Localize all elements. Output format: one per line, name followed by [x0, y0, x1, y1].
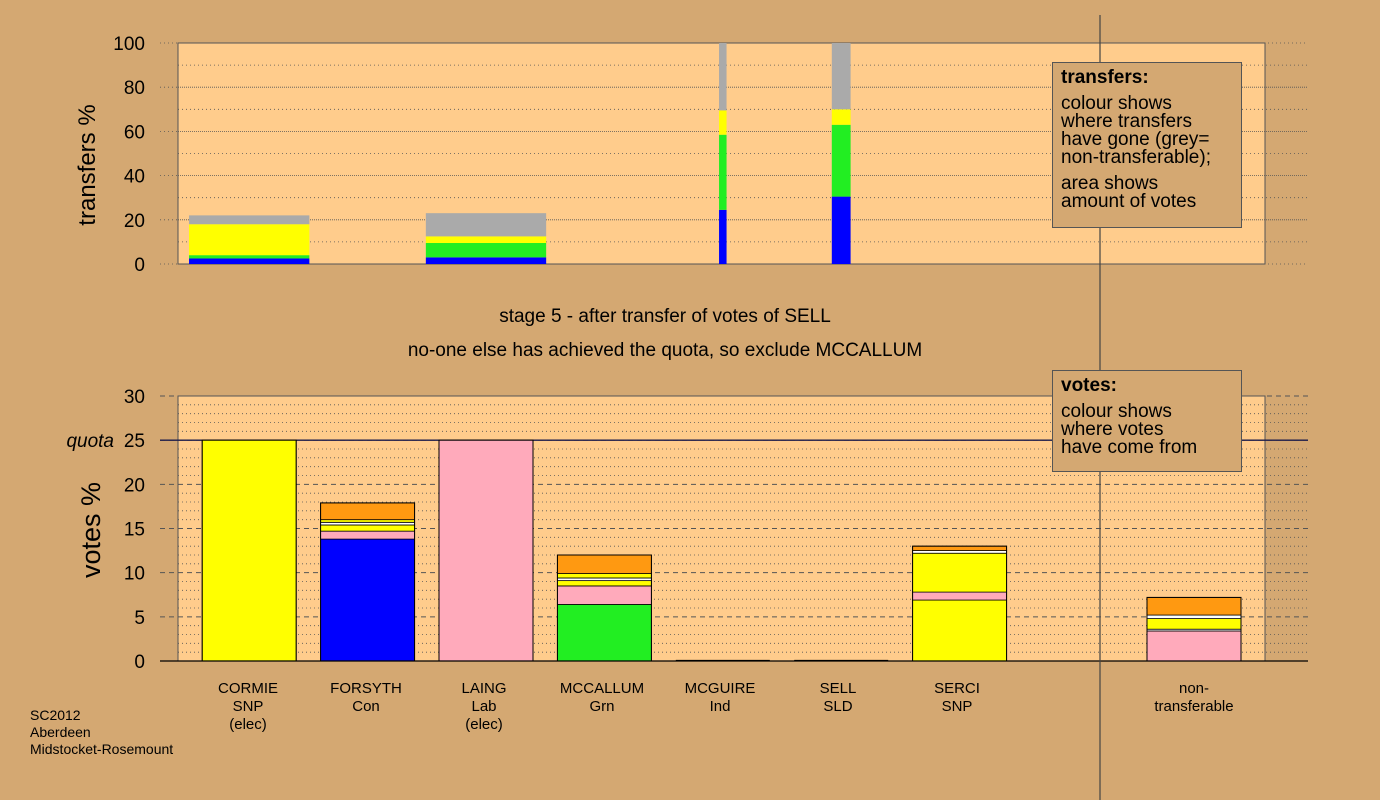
- transfers-legend-title: transfers:: [1061, 67, 1149, 88]
- transfers-axis-label: transfers %: [74, 104, 101, 225]
- candidate-party: SNP: [232, 698, 264, 715]
- candidate-label-sell: SELL SLD: [773, 680, 903, 716]
- transfers-tick-label: 0: [134, 255, 145, 276]
- quota-label: quota: [66, 431, 114, 452]
- transfers-legend-line: colour shows: [1061, 93, 1172, 114]
- transfers-bar-segment: [831, 109, 851, 125]
- votes-legend-line: colour shows: [1061, 401, 1172, 422]
- candidate-party: SLD: [823, 698, 853, 715]
- votes-bar-segment: [320, 530, 416, 540]
- votes-tick-label: 5: [134, 608, 145, 629]
- transfers-legend: transfers: colour shows where transfers …: [1052, 62, 1242, 228]
- votes-bar-segment: [912, 552, 1007, 593]
- votes-bar-segment: [1146, 597, 1242, 616]
- transfers-legend-line: non-transferable);: [1061, 147, 1211, 168]
- votes-bar-segment: [557, 573, 652, 579]
- votes-bar-segment: [320, 524, 416, 532]
- votes-bar-segment: [557, 580, 652, 587]
- transfers-legend-line: area shows: [1061, 173, 1159, 194]
- transfers-legend-line: amount of votes: [1061, 191, 1197, 212]
- candidate-name: non-: [1178, 680, 1210, 697]
- transfers-bar-segment: [719, 134, 727, 210]
- candidate-name: MCCALLUM: [559, 680, 645, 697]
- votes-tick-label: 20: [124, 475, 145, 496]
- transfers-bar-segment: [831, 124, 851, 197]
- candidate-party: Con: [352, 698, 380, 715]
- transfers-bar-segment: [831, 43, 851, 110]
- votes-tick-label: 25: [124, 431, 145, 452]
- transfers-legend-line: where transfers: [1061, 111, 1192, 132]
- votes-bar-segment: [912, 545, 1007, 551]
- candidate-party: Grn: [589, 698, 615, 715]
- transfers-bar-segment: [425, 236, 547, 244]
- candidate-label-cormie: CORMIE SNP (elec): [183, 680, 313, 734]
- candidate-name: MCGUIRE: [684, 680, 756, 697]
- candidate-label-laing: LAING Lab (elec): [419, 680, 549, 734]
- votes-legend: votes: colour shows where votes have com…: [1052, 370, 1242, 472]
- votes-legend-line: where votes: [1061, 419, 1164, 440]
- votes-bar-segment: [912, 599, 1007, 662]
- candidate-label-mccallum: MCCALLUM Grn: [537, 680, 667, 716]
- transfers-tick-label: 40: [124, 167, 145, 188]
- votes-legend-title: votes:: [1061, 375, 1117, 396]
- votes-tick-label: 30: [124, 387, 145, 408]
- candidate-note: (elec): [465, 716, 503, 733]
- votes-tick-label: 10: [124, 564, 145, 585]
- transfers-bar-segment: [719, 110, 727, 135]
- transfers-bar-segment: [189, 255, 310, 259]
- transfers-tick-label: 80: [124, 78, 145, 99]
- transfers-bar-segment: [831, 196, 851, 264]
- transfers-bar-segment: [189, 215, 310, 225]
- candidate-party: transferable: [1154, 698, 1234, 715]
- footer-ward: Midstocket-Rosemount: [30, 741, 174, 757]
- candidate-name: FORSYTH: [330, 680, 402, 697]
- votes-bar-segment: [557, 554, 652, 574]
- transfers-tick-label: 60: [124, 122, 145, 143]
- candidate-name: SELL: [819, 680, 857, 697]
- transfers-bar-segment: [425, 257, 547, 264]
- votes-bar-segment: [1146, 630, 1242, 662]
- footer-council: Aberdeen: [30, 724, 91, 740]
- transfers-tick-label: 20: [124, 211, 145, 232]
- candidate-party: Ind: [709, 698, 731, 715]
- transfers-bar-segment: [719, 43, 727, 111]
- votes-bar-segment: [912, 591, 1007, 601]
- votes-bar-segment: [557, 585, 652, 605]
- transfers-legend-line: have gone (grey=: [1061, 129, 1210, 150]
- votes-axis-label: votes %: [76, 482, 106, 578]
- candidate-label-mcguire: MCGUIRE Ind: [655, 680, 785, 716]
- transfers-bar-segment: [425, 243, 547, 258]
- candidate-name: SERCI: [934, 680, 980, 697]
- transfers-bar-segment: [425, 213, 547, 237]
- stage-title: stage 5 - after transfer of votes of SEL…: [499, 306, 831, 327]
- candidate-label-forsyth: FORSYTH Con: [301, 680, 431, 716]
- transfers-bar-segment: [189, 224, 310, 256]
- candidate-note: (elec): [229, 716, 267, 733]
- votes-bar-segment: [320, 502, 416, 521]
- votes-tick-label: 15: [124, 520, 145, 541]
- footer-year: SC2012: [30, 707, 81, 723]
- stage-note: no-one else has achieved the quota, so e…: [407, 340, 923, 361]
- candidate-party: Lab: [471, 698, 497, 715]
- transfers-bar-segment: [189, 258, 310, 264]
- votes-legend-line: have come from: [1061, 437, 1198, 458]
- candidate-name: CORMIE: [218, 680, 278, 697]
- votes-tick-label: 0: [134, 652, 145, 673]
- footer-caption: SC2012 Aberdeen Midstocket-Rosemount: [30, 707, 173, 758]
- transfers-bar-segment: [719, 209, 727, 264]
- candidate-name: LAING: [461, 680, 507, 697]
- candidate-label-serci: SERCI SNP: [892, 680, 1022, 716]
- votes-bar-segment: [1146, 618, 1242, 630]
- votes-bar-segment: [1146, 614, 1242, 619]
- votes-bar-segment: [557, 604, 652, 662]
- votes-bar-segment: [438, 439, 534, 662]
- votes-bar-segment: [201, 439, 297, 662]
- votes-bar-segment: [320, 538, 416, 662]
- candidate-party: SNP: [941, 698, 973, 715]
- transfers-tick-label: 100: [113, 34, 145, 55]
- candidate-label-non-transferable: non- transferable: [1129, 680, 1259, 716]
